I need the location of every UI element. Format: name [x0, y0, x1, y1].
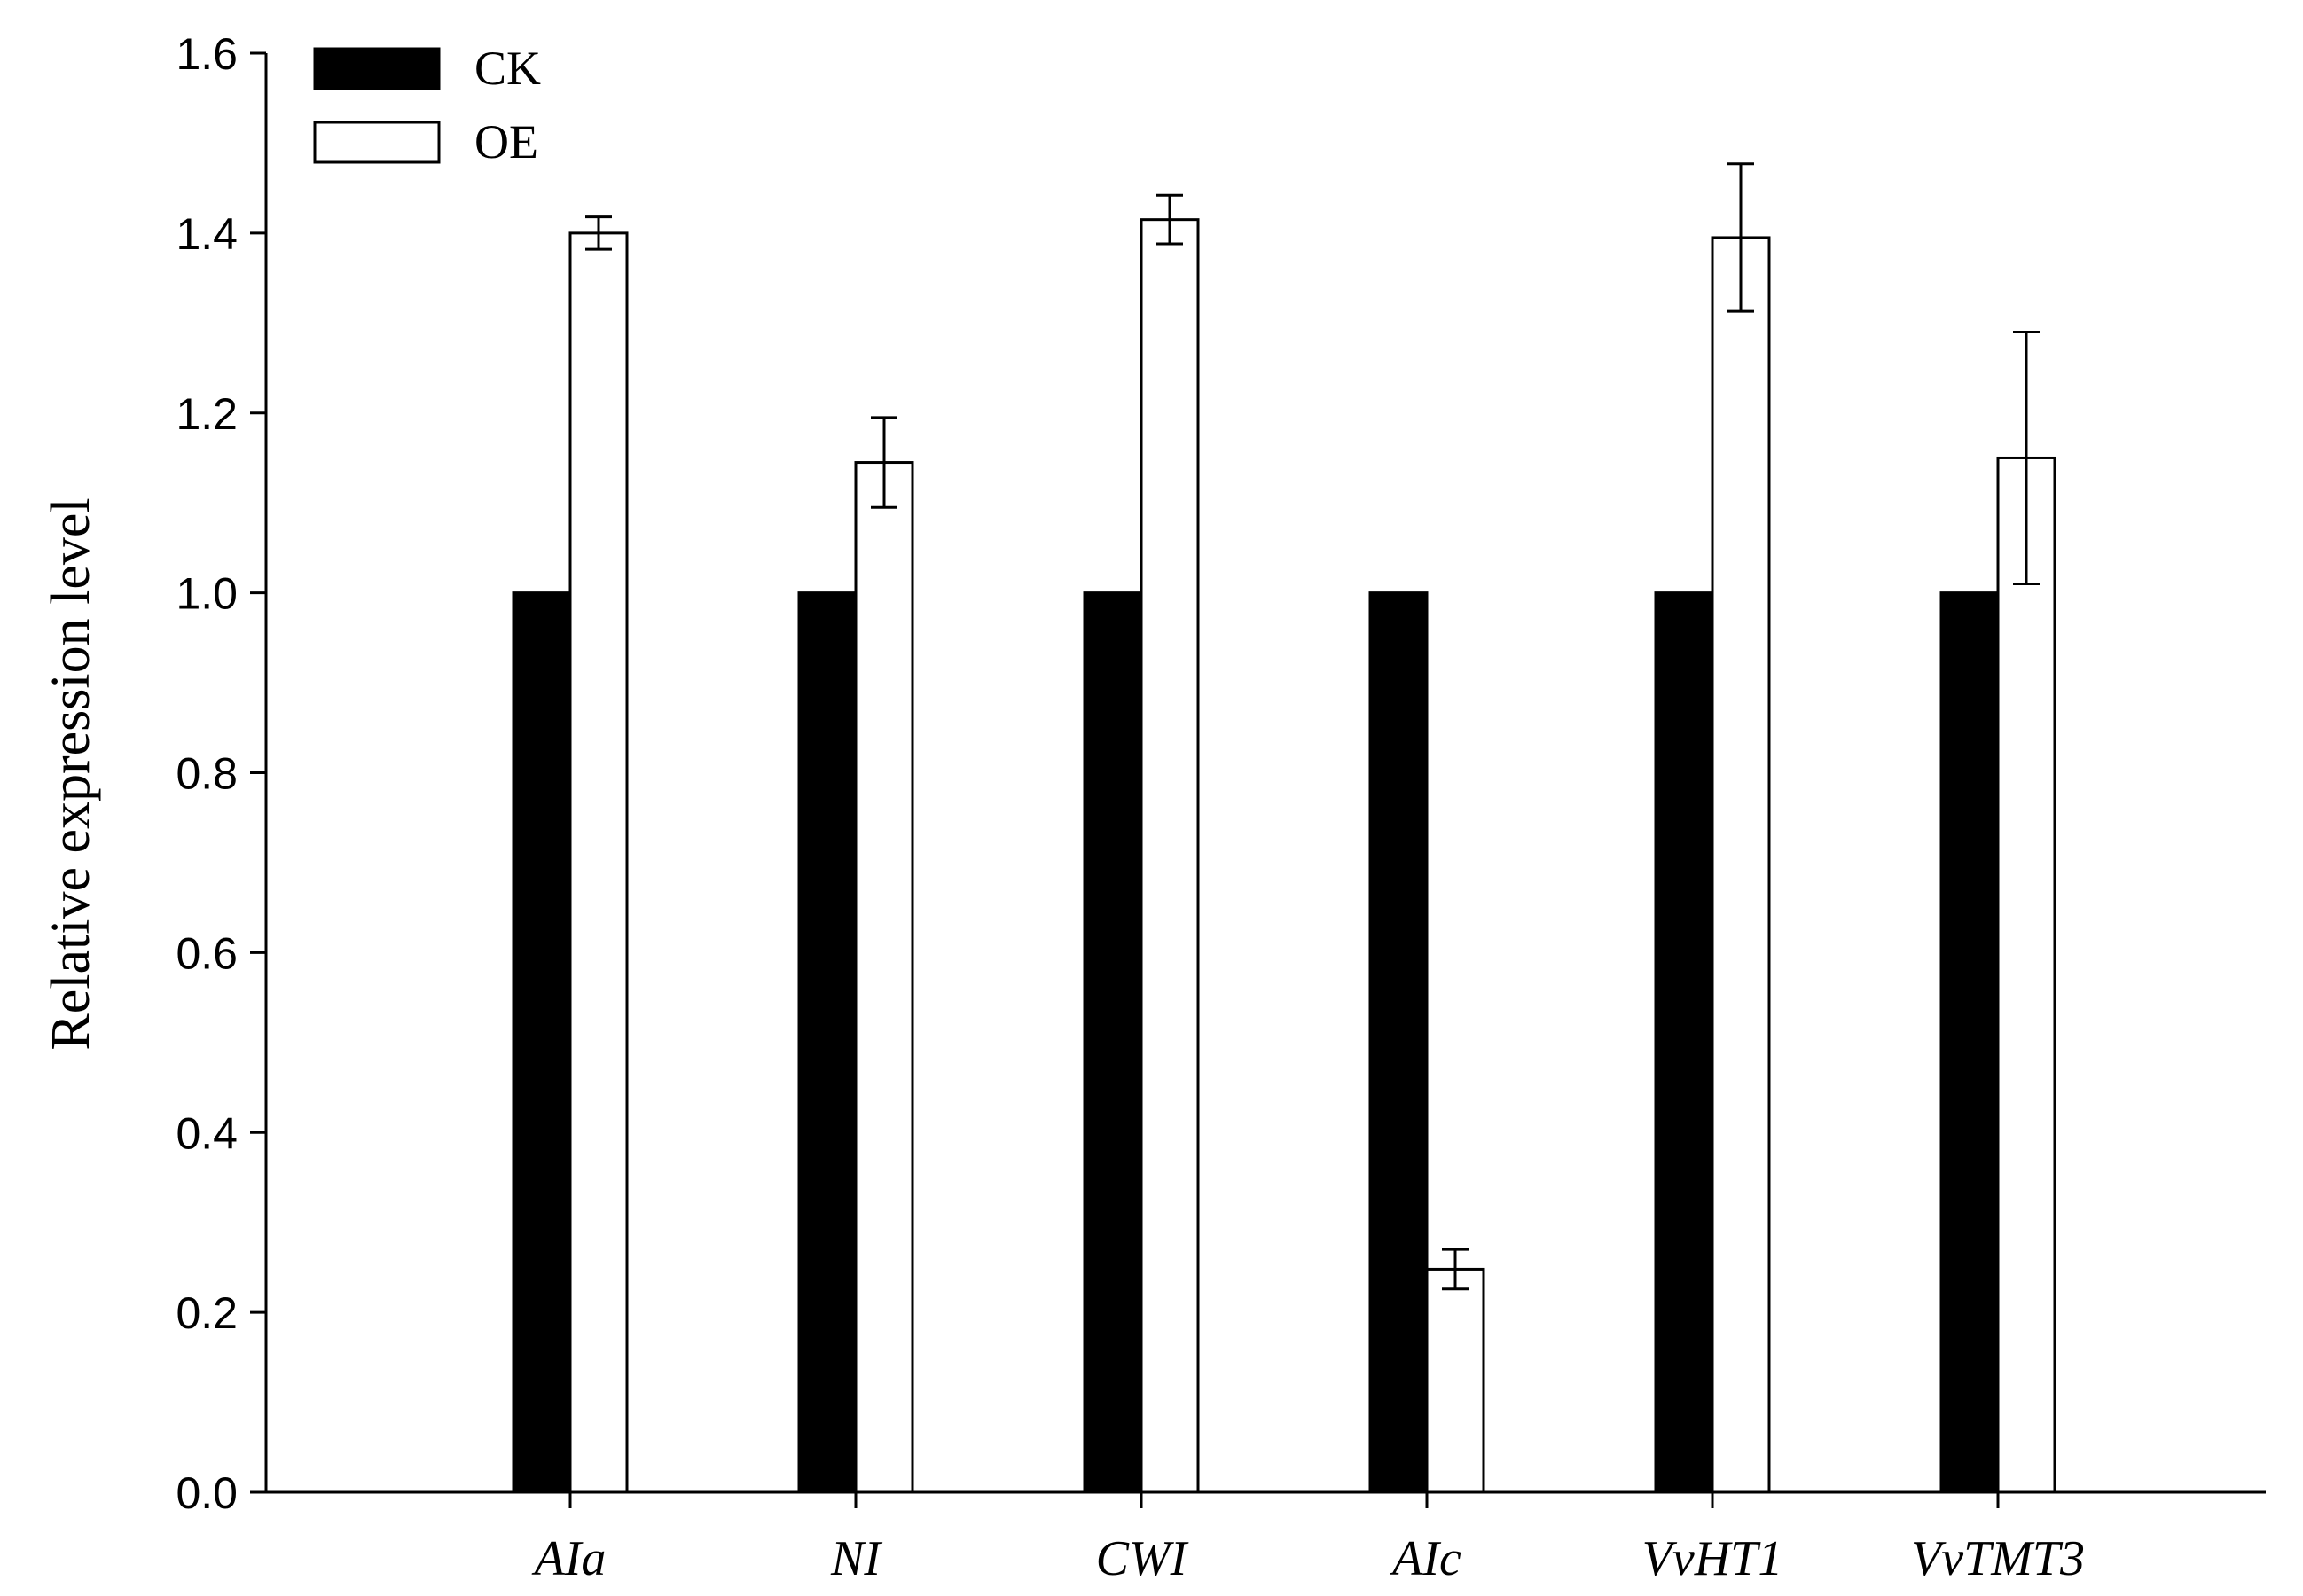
y-tick-label: 0.6: [176, 928, 238, 978]
x-label-cwi: CWI: [1096, 1531, 1189, 1586]
bar-oe-vvtmt3: [1996, 456, 2056, 1494]
x-axis-labels: AIa NI CWI AIc VvHT1 VvTMT3: [531, 1492, 2085, 1586]
bars: [512, 218, 2056, 1494]
bar-ck-ni: [797, 591, 858, 1494]
legend-swatch-oe: [313, 121, 441, 164]
legend-swatch-ck: [313, 47, 441, 90]
y-tick-label: 0.2: [176, 1288, 238, 1338]
x-label-aia: AIa: [531, 1531, 607, 1586]
bar-ck-aia: [512, 591, 572, 1494]
bar-ck-vvtmt3: [1939, 591, 2000, 1494]
error-bars: [585, 162, 2040, 1291]
y-tick-label: 0.0: [176, 1468, 238, 1518]
bar-oe-aic: [1425, 1267, 1485, 1494]
x-label-ni: NI: [830, 1531, 882, 1586]
x-label-aic: AIc: [1389, 1531, 1461, 1586]
x-label-vvtmt3: VvTMT3: [1911, 1531, 2085, 1586]
bar-oe-vvht1: [1711, 236, 1771, 1494]
y-axis-ticks: 0.0 0.2 0.4 0.6 0.8 1.0 1.2 1.4 1.6: [176, 29, 266, 1518]
bar-ck-cwi: [1083, 591, 1143, 1494]
bar-ck-aic: [1368, 591, 1429, 1494]
legend-label-ck: CK: [474, 42, 541, 95]
y-axis-title: Relative expression level: [41, 497, 101, 1050]
x-label-vvht1: VvHT1: [1642, 1531, 1783, 1586]
y-tick-label: 1.0: [176, 569, 238, 619]
y-tick-label: 1.6: [176, 29, 238, 79]
y-tick-label: 0.8: [176, 749, 238, 799]
bar-oe-cwi: [1140, 218, 1200, 1494]
bar-oe-ni: [854, 461, 914, 1494]
y-tick-label: 0.4: [176, 1108, 238, 1158]
legend: CK OE: [313, 42, 541, 168]
bar-oe-aia: [568, 231, 629, 1494]
y-tick-label: 1.4: [176, 209, 238, 259]
legend-label-oe: OE: [474, 115, 538, 168]
bar-ck-vvht1: [1654, 591, 1714, 1494]
y-tick-label: 1.2: [176, 389, 238, 439]
